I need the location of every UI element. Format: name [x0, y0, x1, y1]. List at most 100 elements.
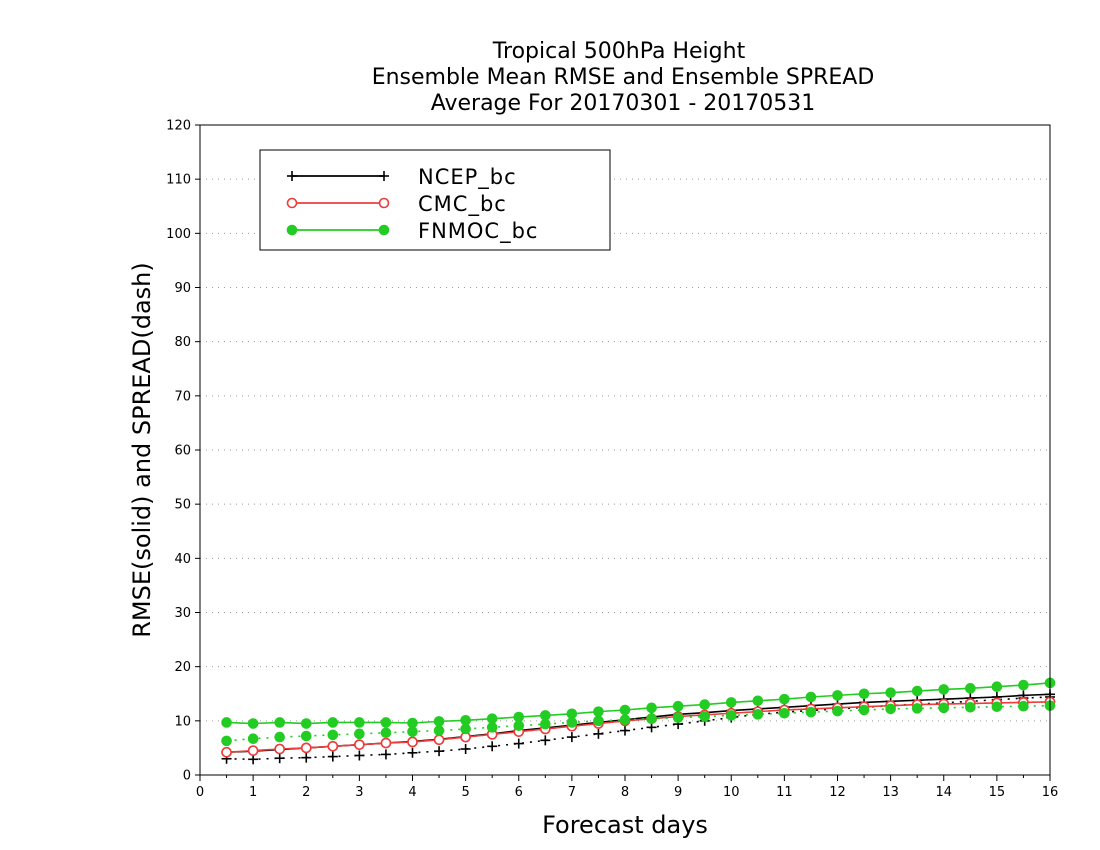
x-tick-label: 16	[1042, 785, 1059, 800]
legend-marker	[286, 224, 298, 236]
rmse-point	[300, 718, 312, 729]
legend-marker	[286, 197, 298, 209]
spread-point	[566, 732, 577, 743]
rmse-point	[247, 745, 259, 756]
rmse-point	[566, 708, 578, 720]
spread-point	[646, 713, 657, 724]
y-tick-label: 60	[174, 444, 191, 459]
rmse-point	[274, 717, 285, 728]
spread-point	[407, 726, 418, 737]
y-tick-label: 100	[166, 227, 191, 242]
legend-marker	[378, 224, 390, 236]
rmse-line-FNMOC_bc	[226, 682, 1051, 725]
legend-box	[259, 149, 611, 251]
rmse-point	[407, 736, 418, 748]
rmse-point	[752, 695, 764, 707]
rmse-point	[380, 737, 392, 749]
x-tick-label: 8	[621, 785, 629, 800]
rmse-point	[991, 681, 1003, 693]
rmse-point	[327, 717, 339, 728]
x-tick-label: 7	[568, 785, 576, 800]
x-tick-label: 0	[196, 785, 204, 800]
spread-point	[434, 746, 445, 757]
y-tick-label: 40	[174, 552, 191, 567]
x-tick-label: 10	[723, 785, 740, 800]
rmse-point	[221, 717, 232, 728]
y-tick-label: 20	[174, 660, 191, 675]
rmse-point	[858, 688, 870, 700]
spread-point	[247, 733, 259, 745]
rmse-point	[911, 685, 923, 697]
x-tick-label: 14	[935, 785, 952, 800]
rmse-point	[460, 714, 471, 726]
spread-point	[327, 729, 339, 741]
rmse-point	[593, 706, 604, 717]
spread-point	[619, 714, 631, 726]
rmse-point	[486, 713, 498, 724]
spread-point	[725, 710, 737, 721]
spread-line-FNMOC_bc	[226, 704, 1051, 742]
x-tick-label: 11	[776, 785, 793, 800]
x-tick-label: 4	[408, 785, 416, 800]
x-tick-label: 12	[829, 785, 846, 800]
spread-point	[221, 735, 232, 747]
spread-point	[433, 725, 445, 736]
spread-point	[513, 738, 524, 749]
spread-line-NCEP_bc	[226, 696, 1051, 761]
legend-marker	[378, 197, 390, 209]
series-FNMOC_bc	[221, 677, 1056, 747]
spread-point	[965, 701, 976, 713]
rmse-point	[354, 739, 365, 750]
spread-point	[460, 723, 471, 735]
legend-label-NCEP_bc: NCEP_bc	[418, 165, 517, 190]
spread-point	[540, 718, 551, 730]
spread-point	[380, 749, 391, 760]
legend-label-FNMOC_bc: FNMOC_bc	[418, 219, 538, 244]
rmse-point	[540, 710, 551, 721]
legend-marker	[287, 171, 297, 181]
x-tick-label: 2	[302, 785, 310, 800]
spread-point	[593, 728, 604, 739]
rmse-point	[354, 717, 365, 728]
spread-point	[832, 705, 843, 717]
x-tick-label: 15	[989, 785, 1006, 800]
rmse-point	[221, 746, 232, 758]
spread-point	[407, 747, 418, 758]
y-tick-label: 50	[174, 498, 191, 513]
spread-point	[274, 731, 285, 743]
y-tick-label: 10	[174, 714, 191, 729]
x-tick-label: 5	[461, 785, 469, 800]
x-tick-label: 6	[515, 785, 523, 800]
spread-point	[566, 717, 578, 728]
y-tick-label: 30	[174, 606, 191, 621]
spread-point	[354, 728, 365, 740]
spread-point	[672, 712, 684, 723]
y-tick-label: 110	[166, 173, 191, 188]
chart-title-line-2: Ensemble Mean RMSE and Ensemble SPREAD	[372, 65, 875, 90]
spread-point	[327, 751, 338, 762]
rmse-point	[513, 711, 525, 723]
rmse-point	[938, 684, 950, 695]
series-CMC_bc	[221, 696, 1056, 758]
spread-point	[805, 706, 817, 718]
y-tick-label: 0	[183, 769, 191, 784]
rmse-point	[327, 740, 339, 752]
spread-point	[593, 715, 604, 727]
rmse-point	[619, 704, 631, 716]
spread-point	[991, 701, 1003, 713]
rmse-point	[407, 717, 418, 729]
y-tick-label: 80	[174, 335, 191, 350]
plot-frame	[199, 124, 1051, 776]
legend-label-CMC_bc: CMC_bc	[418, 192, 507, 217]
rmse-point	[274, 743, 285, 755]
x-tick-label: 9	[674, 785, 682, 800]
series-lines	[221, 677, 1056, 765]
rmse-point	[1018, 679, 1029, 691]
rmse-point	[380, 717, 392, 728]
series-NCEP_bc	[221, 689, 1055, 765]
chart-title-line-1: Tropical 500hPa Height	[492, 39, 746, 64]
spread-point	[752, 709, 764, 720]
